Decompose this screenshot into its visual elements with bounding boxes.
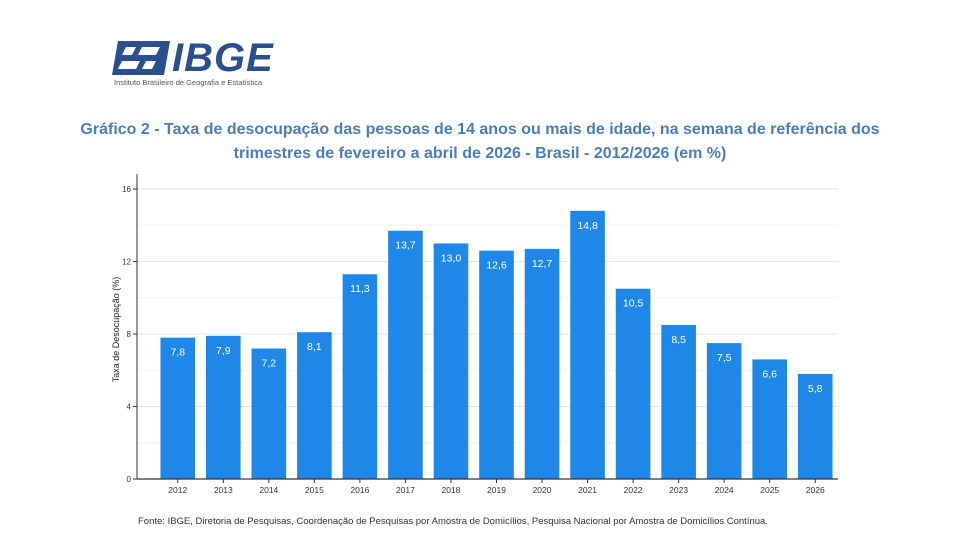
bar-value-label: 6,6 (762, 368, 777, 380)
ibge-logo-subtitle: Instituto Brasileiro de Geografia e Esta… (114, 78, 262, 87)
x-tick-label: 2017 (396, 485, 415, 495)
bar-value-label: 7,5 (717, 352, 732, 364)
y-tick-label: 8 (127, 330, 132, 339)
x-tick-label: 2021 (578, 485, 597, 495)
source-note: Fonte: IBGE, Diretoria de Pesquisas, Coo… (138, 516, 768, 527)
x-tick-label: 2012 (168, 485, 187, 495)
x-tick-label: 2015 (305, 485, 324, 495)
bar (797, 373, 833, 479)
x-tick-label: 2020 (533, 485, 552, 495)
bar-value-label: 13,7 (395, 240, 416, 252)
bar-value-label: 12,7 (532, 258, 553, 270)
x-tick-label: 2013 (214, 485, 233, 495)
bar (479, 250, 514, 479)
ibge-logo-mark-icon (112, 41, 170, 75)
bar-value-label: 7,2 (262, 358, 277, 370)
bar (752, 359, 788, 479)
bars (160, 210, 833, 479)
x-tick-label: 2025 (760, 485, 779, 495)
y-tick-label: 12 (122, 258, 131, 267)
labels: 0 4 8 12 16 7,8 2012 7,9 2013 7,2 2014 8,1 2015 11,3 2… (111, 185, 825, 495)
x-tick-label: 2014 (259, 485, 278, 495)
bar (297, 332, 332, 479)
x-tick-label: 2016 (350, 485, 369, 495)
ibge-wordmark: IBGE (172, 36, 274, 80)
bar-value-label: 10,5 (623, 298, 644, 310)
y-tick-label: 4 (127, 403, 132, 412)
bar (205, 335, 241, 479)
x-tick-label: 2023 (669, 485, 688, 495)
bar-value-label: 11,3 (350, 283, 370, 295)
y-tick-label: 0 (127, 475, 132, 484)
bar-value-label: 12,6 (486, 260, 507, 272)
bar-value-label: 7,9 (216, 345, 231, 357)
bar-value-label: 8,1 (307, 341, 322, 353)
chart-title: Gráfico 2 - Taxa de desocupação das pess… (80, 121, 880, 162)
bar (433, 243, 469, 479)
x-tick-label: 2024 (715, 485, 734, 495)
x-tick-label: 2026 (806, 485, 825, 495)
bar-value-label: 14,8 (577, 220, 598, 232)
bar (570, 210, 605, 479)
bar (342, 274, 378, 479)
x-tick-label: 2019 (487, 485, 506, 495)
bar (251, 348, 287, 479)
ibge-logo: IBGE Instituto Brasileiro de Geografia e… (112, 36, 312, 90)
bar (160, 337, 196, 479)
bar-value-label: 13,0 (441, 252, 462, 264)
bar (661, 324, 696, 479)
bar-value-label: 8,5 (671, 334, 686, 346)
y-axis-label: Taxa de Desocupação (%) (111, 277, 121, 383)
bar-value-label: 5,8 (808, 383, 823, 395)
bar (524, 248, 560, 479)
x-tick-label: 2018 (442, 485, 461, 495)
y-tick-label: 16 (122, 185, 131, 194)
bar (706, 343, 742, 479)
bar (615, 288, 651, 479)
x-tick-label: 2022 (624, 485, 643, 495)
bar-value-label: 7,8 (170, 347, 185, 359)
bar (388, 230, 423, 479)
axes (133, 174, 838, 483)
